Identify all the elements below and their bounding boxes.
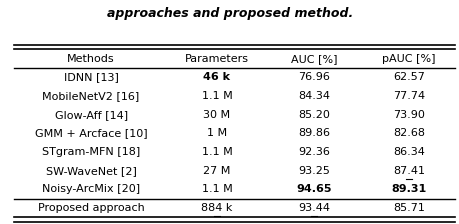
Text: GMM + Arcface [10]: GMM + Arcface [10] [35,128,147,138]
Text: 86.34: 86.34 [392,147,424,157]
Text: 62.57: 62.57 [392,72,424,82]
Text: 85.20: 85.20 [297,110,329,120]
Text: 1.1 M: 1.1 M [201,184,232,194]
Text: Noisy-ArcMix [20]: Noisy-ArcMix [20] [42,184,140,194]
Text: pAUC [%]: pAUC [%] [381,54,435,64]
Text: 92.36: 92.36 [297,147,329,157]
Text: 27 M: 27 M [203,166,230,176]
Text: Methods: Methods [67,54,115,64]
Text: 1.1 M: 1.1 M [201,91,232,101]
Text: 93.25: 93.25 [297,166,329,176]
Text: Proposed approach: Proposed approach [38,203,144,213]
Text: Parameters: Parameters [185,54,248,64]
Text: MobileNetV2 [16]: MobileNetV2 [16] [42,91,140,101]
Text: 87.41: 87.41 [392,166,424,176]
Text: IDNN [13]: IDNN [13] [63,72,118,82]
Text: STgram-MFN [18]: STgram-MFN [18] [42,147,140,157]
Text: 89.86: 89.86 [297,128,330,138]
Text: 84.34: 84.34 [297,91,330,101]
Text: 1.1 M: 1.1 M [201,147,232,157]
Text: approaches and proposed method.: approaches and proposed method. [106,7,353,20]
Text: 94.65: 94.65 [296,184,331,194]
Text: 77.74: 77.74 [392,91,424,101]
Text: 1 M: 1 M [207,128,226,138]
Text: 89.31: 89.31 [391,184,426,194]
Text: 884 k: 884 k [201,203,232,213]
Text: SW-WaveNet [2]: SW-WaveNet [2] [45,166,136,176]
Text: 46 k: 46 k [203,72,230,82]
Text: 82.68: 82.68 [392,128,424,138]
Text: AUC [%]: AUC [%] [290,54,336,64]
Text: 93.44: 93.44 [297,203,330,213]
Text: Glow-Aff [14]: Glow-Aff [14] [55,110,127,120]
Text: 30 M: 30 M [203,110,230,120]
Text: 73.90: 73.90 [392,110,424,120]
Text: 76.96: 76.96 [297,72,329,82]
Text: 85.71: 85.71 [392,203,424,213]
